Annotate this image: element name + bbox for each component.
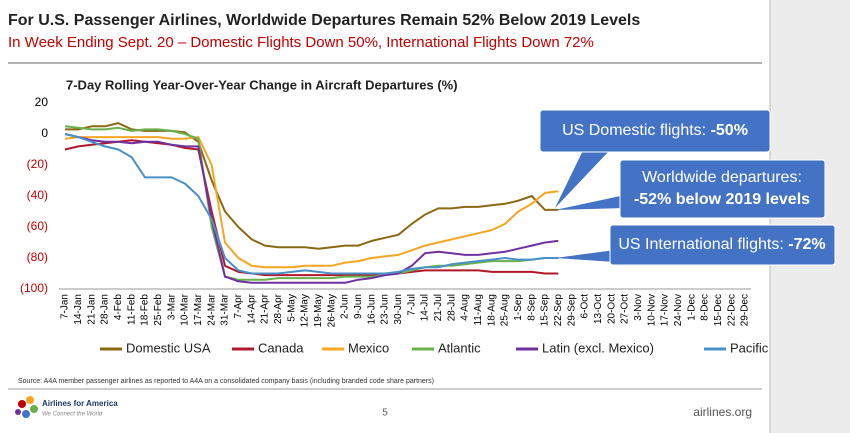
x-tick-label: 10-Mar: [180, 293, 191, 325]
x-tick-label: 12-May: [300, 294, 311, 327]
x-tick-label: 24-Mar: [206, 293, 217, 325]
logo-dot: [30, 405, 38, 413]
x-tick-label: 6-Oct: [580, 294, 591, 319]
x-tick-label: 21-Jul: [433, 294, 444, 321]
callout-box: [619, 159, 826, 219]
y-tick-label: 0: [41, 126, 48, 140]
series-line: [64, 136, 559, 269]
callout-label: US Domestic flights:: [562, 122, 710, 139]
callout-value: -72%: [788, 236, 825, 253]
x-tick-label: 2-Jun: [340, 294, 351, 319]
x-tick-label: 1-Sep: [513, 294, 524, 321]
callout-pointer: [555, 250, 615, 262]
series-line: [64, 133, 559, 284]
x-tick-label: 27-Oct: [620, 294, 631, 324]
slide-title: For U.S. Passenger Airlines, Worldwide D…: [8, 12, 640, 29]
x-tick-label: 14-Jul: [420, 294, 431, 321]
x-tick-label: 28-Jul: [446, 294, 457, 321]
x-tick-label: 29-Dec: [740, 294, 751, 326]
legend-label: Canada: [258, 340, 304, 355]
x-tick-label: 4-Aug: [460, 294, 471, 321]
legend-label: Domestic USA: [126, 340, 211, 355]
y-tick-label: 20: [35, 95, 49, 109]
x-tick-label: 16-Jun: [366, 294, 377, 325]
logo-dot: [22, 410, 30, 418]
callout-pointer: [555, 195, 625, 210]
x-tick-label: 7-Jan: [60, 294, 71, 319]
x-tick-label: 23-Jun: [380, 294, 391, 325]
y-tick-label: (60): [27, 219, 48, 233]
x-tick-label: 30-Jun: [393, 294, 404, 325]
x-tick-label: 25-Feb: [153, 294, 164, 326]
logo-tagline: We Connect the World: [42, 412, 103, 418]
x-tick-label: 20-Oct: [606, 294, 617, 324]
x-tick-label: 11-Feb: [126, 294, 137, 325]
x-tick-label: 22-Sep: [553, 294, 564, 327]
series-line: [64, 125, 559, 281]
site-url: airlines.org: [693, 405, 752, 419]
callout-box: [609, 224, 836, 266]
page-number: 5: [382, 408, 388, 419]
callout-box: [539, 109, 771, 153]
slide-subtitle: In Week Ending Sept. 20 – Domestic Fligh…: [8, 34, 594, 51]
x-tick-label: 7-Jul: [406, 294, 417, 316]
x-tick-label: 4-Feb: [113, 294, 124, 321]
x-tick-label: 25-Aug: [500, 294, 511, 326]
series-line: [65, 122, 559, 250]
x-tick-label: 21-Jan: [86, 294, 97, 325]
logo-dot: [18, 400, 26, 408]
legend-label: Mexico: [348, 340, 389, 355]
x-tick-label: 26-May: [326, 294, 337, 327]
x-tick-label: 1-Dec: [686, 294, 697, 321]
x-tick-label: 8-Dec: [700, 294, 711, 321]
x-tick-label: 7-Apr: [233, 293, 244, 318]
x-tick-label: 8-Sep: [526, 294, 537, 321]
callout-value: -50%: [711, 122, 748, 139]
x-tick-label: 15-Sep: [540, 294, 551, 327]
callout-label: US International flights:: [618, 236, 788, 253]
callout-text: US Domestic flights: -50%: [562, 122, 748, 139]
x-tick-label: 17-Nov: [660, 294, 671, 326]
callout-text: US International flights: -72%: [618, 236, 825, 253]
x-tick-label: 18-Aug: [486, 294, 497, 326]
x-tick-label: 22-Dec: [726, 294, 737, 326]
x-tick-label: 31-Mar: [220, 293, 231, 325]
x-tick-label: 19-May: [313, 294, 324, 327]
y-tick-label: (100): [20, 281, 48, 295]
x-tick-label: 10-Nov: [646, 294, 657, 326]
chart-title: 7-Day Rolling Year-Over-Year Change in A…: [66, 77, 458, 92]
x-tick-label: 21-Apr: [260, 293, 271, 324]
y-tick-label: (80): [27, 250, 48, 264]
x-tick-label: 3-Mar: [166, 293, 177, 320]
logo-dot: [26, 396, 34, 404]
x-tick-label: 3-Nov: [633, 294, 644, 321]
legend-label: Latin (excl. Mexico): [542, 340, 654, 355]
logo-text: Airlines for America: [42, 399, 118, 408]
x-tick-label: 28-Apr: [273, 293, 284, 324]
callouts: US Domestic flights: -50% Worldwide depa…: [539, 109, 836, 266]
series-line: [64, 133, 559, 275]
x-tick-label: 11-Aug: [473, 294, 484, 326]
x-tick-label: 28-Jan: [100, 294, 111, 325]
callout-label: Worldwide departures:: [642, 169, 802, 186]
y-tick-label: (40): [27, 188, 48, 202]
callout-value: -52% below 2019 levels: [634, 191, 810, 208]
x-tick-label: 18-Feb: [140, 294, 151, 326]
x-tick-label: 9-Jun: [353, 294, 364, 319]
y-tick-label: (20): [27, 157, 48, 171]
x-tick-label: 29-Sep: [566, 294, 577, 327]
x-tick-label: 17-Mar: [193, 293, 204, 325]
legend-label: Atlantic: [438, 340, 481, 355]
x-tick-label: 14-Apr: [246, 293, 257, 324]
logo-dot: [15, 409, 21, 415]
x-tick-label: 5-May: [286, 294, 297, 322]
source-note: Source: A4A member passenger airlines as…: [18, 378, 434, 385]
x-tick-label: 14-Jan: [73, 294, 84, 325]
legend-label: Pacific: [730, 340, 769, 355]
x-tick-label: 24-Nov: [673, 294, 684, 326]
logo: [15, 396, 38, 418]
x-tick-label: 15-Dec: [713, 294, 724, 326]
x-tick-label: 13-Oct: [593, 294, 604, 324]
